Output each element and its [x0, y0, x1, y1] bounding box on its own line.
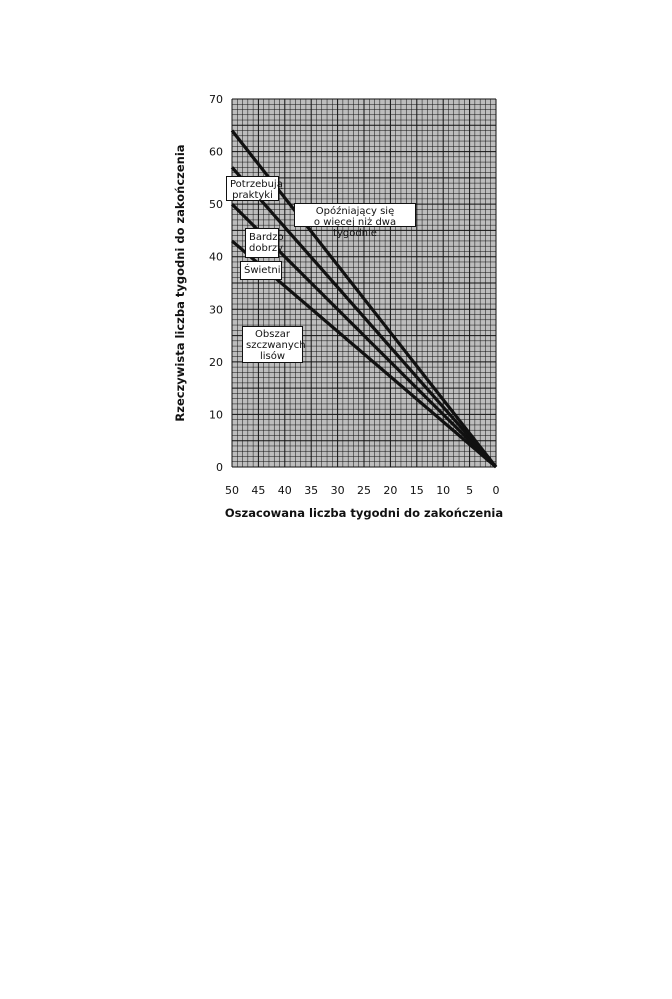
y-tick-label: 40: [209, 251, 223, 264]
y-tick-label: 10: [209, 408, 223, 421]
x-tick-label: 25: [357, 484, 371, 497]
y-axis-label: Rzeczywista liczba tygodni do zakończeni…: [173, 144, 187, 421]
annotation-need-practice: Potrzebują praktyki: [226, 176, 283, 201]
x-tick-label: 35: [304, 484, 318, 497]
x-tick-label: 20: [383, 484, 397, 497]
y-tick-label: 20: [209, 356, 223, 369]
x-axis-label: Oszacowana liczba tygodni do zakończenia: [225, 506, 503, 520]
y-tick-label: 50: [209, 198, 223, 211]
y-tick-label: 30: [209, 303, 223, 316]
annotation-very-good: Bardzo dobrzy: [245, 228, 284, 258]
x-tick-label: 5: [466, 484, 473, 497]
x-tick-label: 45: [251, 484, 265, 497]
annotation-delayed: Opóźniający się o więcej niż dwa tygodni…: [294, 203, 416, 239]
y-tick-label: 60: [209, 146, 223, 159]
y-tick-label: 0: [216, 461, 223, 474]
annotation-sly-foxes: Obszar szczwanych lisów: [242, 326, 306, 363]
y-tick-labels: 0 10 20 30 40 50 60 70: [209, 93, 223, 474]
annotation-excellent: Świetni: [240, 261, 282, 280]
x-tick-label: 40: [278, 484, 292, 497]
x-tick-labels: 50 45 40 35 30 25 20 15 10 5 0: [225, 484, 500, 497]
x-tick-label: 15: [410, 484, 424, 497]
series-line-1: [230, 166, 498, 469]
grid: [231, 98, 497, 468]
x-tick-label: 0: [493, 484, 500, 497]
x-tick-label: 50: [225, 484, 239, 497]
x-tick-label: 10: [436, 484, 450, 497]
y-tick-label: 70: [209, 93, 223, 106]
x-tick-label: 30: [331, 484, 345, 497]
